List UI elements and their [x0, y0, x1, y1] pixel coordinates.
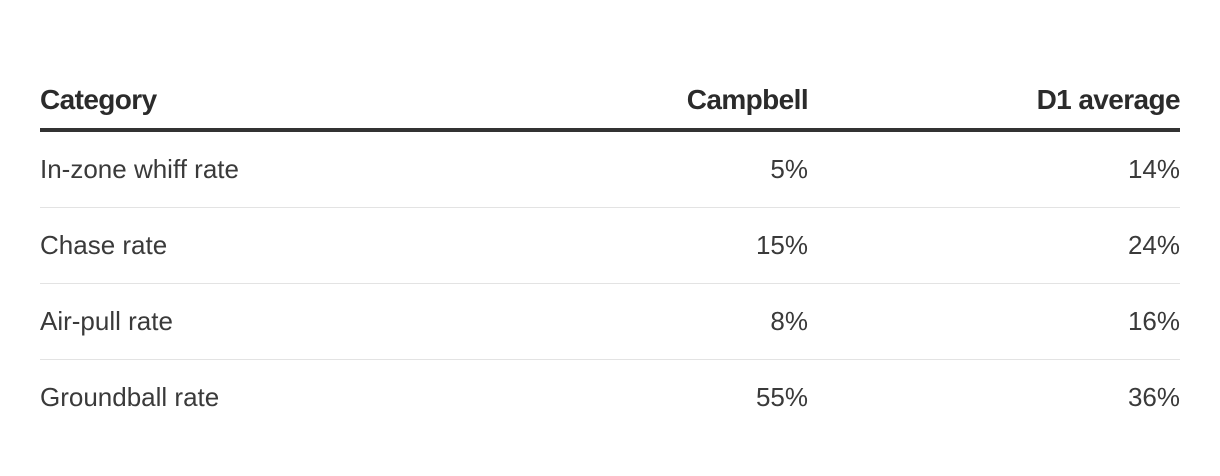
stats-comparison-table: Category Campbell D1 average In-zone whi… — [40, 72, 1181, 435]
row-d1-average-cell: 16% — [808, 283, 1180, 360]
row-category-cell: Chase rate — [40, 207, 416, 284]
row-category-cell: In-zone whiff rate — [40, 130, 416, 208]
table-body: In-zone whiff rate 5% 14% Chase rate 15%… — [40, 130, 1180, 435]
column-header-d1-average: D1 average — [808, 72, 1181, 132]
row-campbell-cell: 8% — [416, 283, 808, 360]
row-campbell-cell: 5% — [416, 130, 808, 208]
row-d1-average-cell: 14% — [808, 130, 1180, 208]
column-header-category: Category — [40, 72, 416, 132]
row-category-cell: Groundball rate — [40, 382, 220, 412]
table-row: Air-pull rate 8% 16% — [40, 283, 1180, 360]
row-campbell-cell: 15% — [416, 207, 808, 284]
row-d1-average-cell: 24% — [808, 207, 1180, 284]
row-campbell-cell: 55% — [755, 382, 808, 412]
row-category-cell: Air-pull rate — [40, 283, 416, 360]
table-row: In-zone whiff rate 5% 14% — [40, 130, 1180, 208]
header-row: Category Campbell D1 average — [40, 72, 1181, 132]
table-row: Groundball rate 55% 36% — [40, 360, 1180, 436]
row-d1-average-cell: 36% — [1127, 382, 1180, 412]
column-header-campbell: Campbell — [416, 72, 809, 132]
table-row: Chase rate 15% 24% — [40, 207, 1180, 284]
table-header: Category Campbell D1 average — [40, 72, 1181, 132]
